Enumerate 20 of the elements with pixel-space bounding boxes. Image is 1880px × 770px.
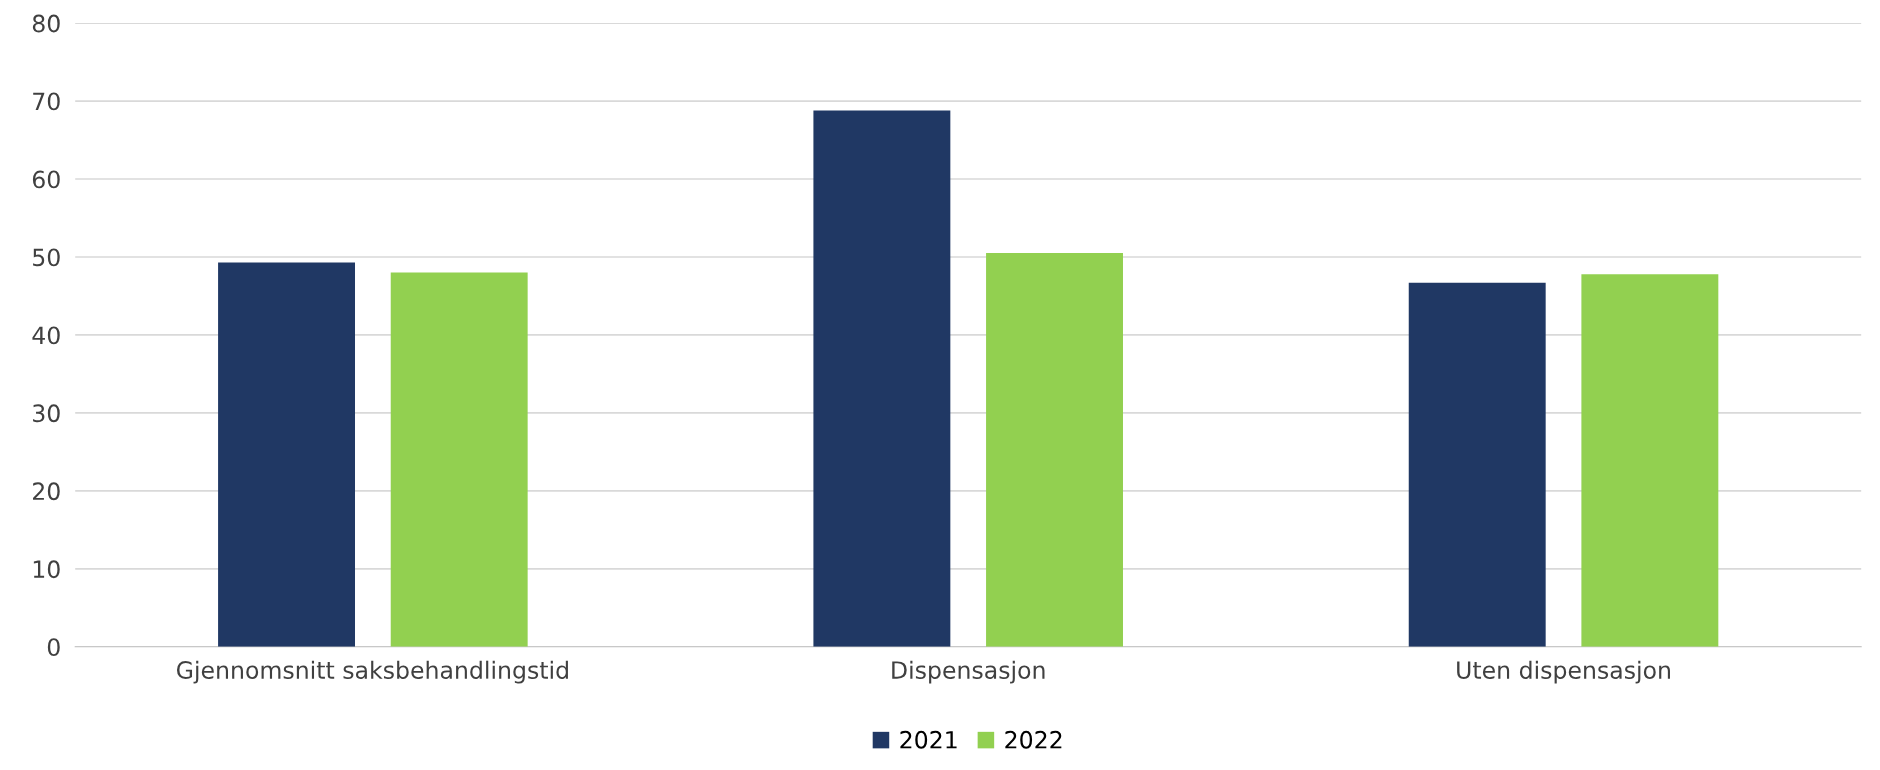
y-tick-label: 20 bbox=[33, 482, 60, 501]
y-tick-label: 80 bbox=[32, 14, 60, 33]
bar bbox=[390, 272, 528, 647]
y-tick-label: 50 bbox=[33, 248, 60, 267]
legend-label: 2022 bbox=[1005, 730, 1062, 749]
bar bbox=[1408, 282, 1546, 647]
y-tick-label: 40 bbox=[32, 326, 60, 345]
legend-label: 2021 bbox=[900, 730, 957, 749]
y-tick-label: 70 bbox=[33, 92, 60, 111]
x-tick-label: Gjennomsnitt saksbehandlingstid bbox=[176, 660, 568, 684]
bar bbox=[986, 253, 1123, 647]
y-tick-label: 30 bbox=[33, 404, 60, 423]
bar bbox=[813, 110, 951, 647]
y-tick-label: 60 bbox=[32, 170, 60, 189]
y-tick-label: 0 bbox=[47, 638, 60, 657]
x-tick-label: Dispensasjon bbox=[892, 660, 1045, 684]
bar bbox=[218, 262, 356, 647]
x-tick-label: Uten dispensasjon bbox=[1457, 660, 1670, 684]
y-tick-label: 10 bbox=[33, 560, 60, 579]
bar bbox=[1581, 274, 1719, 647]
